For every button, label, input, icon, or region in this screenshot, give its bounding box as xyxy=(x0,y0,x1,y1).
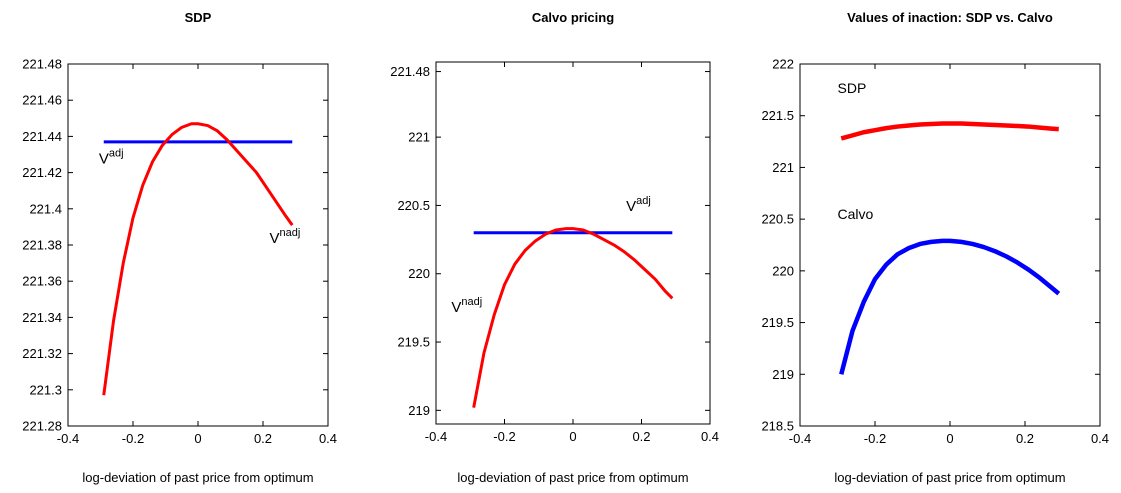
y-tick-label: 221.4 xyxy=(29,201,62,216)
chart-title: Values of inaction: SDP vs. Calvo xyxy=(847,10,1053,25)
x-tick-label: 0 xyxy=(946,431,953,446)
chart-calvo-pricing: Calvo pricing log-deviation of past price… xyxy=(390,10,719,485)
chart-values-of-inaction: Values of inaction: SDP vs. Calvo log-dev… xyxy=(761,10,1109,485)
series-label-superscript: adj xyxy=(109,148,124,160)
series-line-1 xyxy=(839,238,1061,375)
y-tick-label: 221.34 xyxy=(22,310,62,325)
chart-title: SDP xyxy=(185,10,212,25)
series-label-1: Vnadj xyxy=(451,296,482,316)
x-tick-label: -0.2 xyxy=(122,431,144,446)
y-tick-label: 220 xyxy=(772,263,794,278)
series-label-base: V xyxy=(626,198,636,215)
series-label-superscript: nadj xyxy=(461,296,482,308)
y-tick-label: 220.5 xyxy=(761,212,794,227)
x-tick-label: 0.2 xyxy=(1016,431,1034,446)
series-label-0: SDP xyxy=(838,80,867,96)
y-tick-label: 221.42 xyxy=(22,165,62,180)
y-tick-label: 219 xyxy=(772,367,794,382)
x-tick-label: 0.2 xyxy=(254,431,272,446)
y-tick-label: 221.38 xyxy=(22,238,62,253)
plot-frame xyxy=(435,61,711,425)
series-label-0: Vadj xyxy=(626,195,651,215)
x-axis-label: log-deviation of past price from optimum xyxy=(82,470,313,485)
series-label-base: V xyxy=(270,230,280,247)
y-tick-label: 220.5 xyxy=(397,198,430,213)
y-tick-label: 219.5 xyxy=(397,335,430,350)
x-tick-label: -0.4 xyxy=(425,429,447,444)
series-line-1 xyxy=(472,227,674,408)
y-tick-label: 221.5 xyxy=(761,108,794,123)
chart-title: Calvo pricing xyxy=(532,10,614,25)
x-tick-label: -0.4 xyxy=(789,431,811,446)
y-tick-label: 221 xyxy=(408,130,430,145)
chart-sdp: SDP log-deviation of past price from opti… xyxy=(22,10,337,485)
y-tick-label: 219 xyxy=(408,403,430,418)
series-label-1: Calvo xyxy=(838,206,874,222)
series-label-0: Vadj xyxy=(99,148,124,168)
x-axis-label: log-deviation of past price from optimum xyxy=(834,470,1065,485)
x-tick-label: 0 xyxy=(569,429,576,444)
y-tick-label: 221.3 xyxy=(29,382,62,397)
y-tick-label: 221.48 xyxy=(22,57,62,72)
y-tick-label: 220 xyxy=(408,266,430,281)
x-tick-label: -0.2 xyxy=(864,431,886,446)
series-label-superscript: adj xyxy=(636,195,651,207)
x-tick-label: 0.2 xyxy=(632,429,650,444)
x-tick-label: -0.2 xyxy=(493,429,515,444)
series-line-0 xyxy=(840,121,1059,141)
x-axis-label: log-deviation of past price from optimum xyxy=(457,470,688,485)
x-tick-label: 0.4 xyxy=(319,431,337,446)
y-tick-label: 219.5 xyxy=(761,315,794,330)
y-tick-label: 221.46 xyxy=(22,93,62,108)
series-line-1 xyxy=(102,122,294,396)
plot-area xyxy=(102,122,294,396)
y-tick-label: 221.36 xyxy=(22,274,62,289)
series-label-superscript: nadj xyxy=(280,227,301,239)
series-label-base: V xyxy=(451,299,461,316)
plot-area xyxy=(472,227,674,408)
series-label-1: Vnadj xyxy=(270,227,301,247)
x-tick-label: 0 xyxy=(194,431,201,446)
x-tick-label: 0.4 xyxy=(1091,431,1109,446)
series-label-base: V xyxy=(99,151,109,168)
plot-frame xyxy=(799,63,1101,427)
y-tick-label: 221.48 xyxy=(390,64,430,79)
y-tick-label: 222 xyxy=(772,57,794,72)
plot-area xyxy=(839,121,1061,375)
y-tick-label: 221.44 xyxy=(22,129,62,144)
x-tick-label: 0.4 xyxy=(701,429,719,444)
y-tick-label: 221.32 xyxy=(22,346,62,361)
y-tick-label: 218.5 xyxy=(761,419,794,434)
x-tick-label: -0.4 xyxy=(57,431,79,446)
y-tick-label: 221 xyxy=(772,160,794,175)
y-tick-label: 221.28 xyxy=(22,419,62,434)
